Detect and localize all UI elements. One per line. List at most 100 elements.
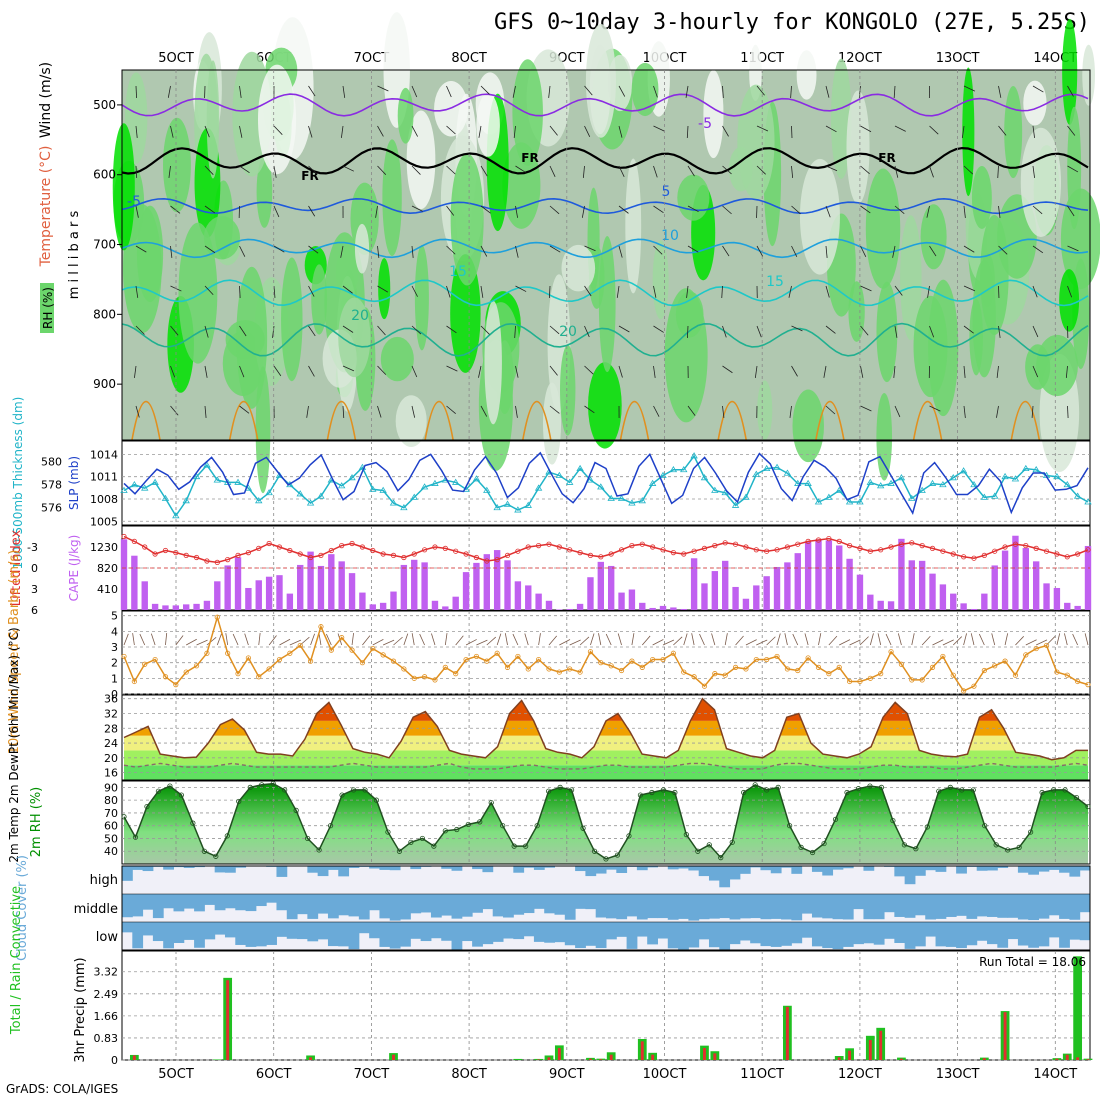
rh-line-marker <box>982 823 988 829</box>
wind-barb <box>170 245 173 258</box>
cloud-bar-low <box>1007 922 1019 940</box>
cloud-bar-low <box>389 922 401 949</box>
top-date-label: 13OCT <box>936 51 980 66</box>
wind-speed-line-marker <box>577 669 583 675</box>
temperature-contour <box>121 197 1089 215</box>
cloud-bar-low <box>811 922 823 947</box>
wind-barb <box>515 285 527 292</box>
rh-shading <box>255 366 271 494</box>
wind-barb <box>239 165 250 173</box>
temperature-contour-25 <box>912 401 943 441</box>
thickness-tick-label: 576 <box>41 502 62 515</box>
wind-barb <box>549 325 560 335</box>
wind-barb <box>382 639 395 646</box>
wind-barb <box>894 285 903 296</box>
rh-line-marker <box>270 780 276 787</box>
wind-speed-line-marker <box>380 652 386 658</box>
cloud-bar-low <box>245 922 257 947</box>
wind-barb <box>239 405 250 414</box>
cape-bar <box>493 550 501 610</box>
cloud-bar-middle <box>183 894 195 909</box>
wind-speed-line-marker <box>815 664 822 670</box>
wind-speed-line-marker <box>473 653 480 660</box>
wind-barb <box>963 205 966 218</box>
cloud-bar-middle <box>1017 894 1029 920</box>
lifted-index-line-marker <box>1085 547 1091 553</box>
thickness-line-marker <box>700 474 709 481</box>
wind-barb <box>791 205 801 215</box>
lifted-index-line-marker <box>805 538 811 545</box>
li-tick-label: 0 <box>31 562 38 575</box>
cloud-bar-low <box>657 922 669 939</box>
contour-label: -5 <box>698 116 712 132</box>
lifted-index-line-marker <box>1033 545 1039 552</box>
wind-barb <box>204 245 216 254</box>
wind-barb <box>617 633 622 646</box>
thickness-line-marker <box>120 486 128 493</box>
wind-barb <box>1067 285 1073 298</box>
wind-barb <box>150 633 156 646</box>
lifted-index-line-marker <box>618 547 625 553</box>
wind-speed-line-marker <box>919 677 925 683</box>
wind-barb <box>342 405 345 419</box>
cloud-bar-low <box>647 922 658 945</box>
rh-shading <box>598 236 616 373</box>
lifted-index-line-marker <box>629 542 635 549</box>
wind-barb <box>362 635 371 646</box>
wind-barb <box>239 285 241 299</box>
lifted-index-line-marker <box>992 548 998 554</box>
cloud-bar-high <box>348 866 360 868</box>
lifted-index-line-marker <box>722 540 728 546</box>
thickness-line-marker <box>472 475 481 482</box>
bottom-date-label: 14OCT <box>1033 1067 1077 1082</box>
wind-barb <box>444 633 448 646</box>
cloud-bar-low <box>122 922 133 933</box>
cloud-bar-low <box>369 922 380 939</box>
cloud-bar-middle <box>1028 894 1040 921</box>
cloud-bar-middle <box>760 894 772 920</box>
rh-line-marker <box>362 787 368 793</box>
thickness-line-marker <box>182 497 190 504</box>
pressure-tick-label: 900 <box>93 377 116 391</box>
wind-barb <box>754 365 758 378</box>
wind-barb <box>375 205 378 218</box>
rh-shading <box>962 67 975 197</box>
wind-barb <box>1032 125 1035 138</box>
wind-barb <box>926 205 930 218</box>
rh-shading <box>799 158 840 275</box>
cape-bar <box>172 605 180 610</box>
cloud-bar-high <box>163 866 174 870</box>
wind-barb <box>691 633 695 646</box>
cloud-bar-high <box>513 866 525 873</box>
cloud-bar-high <box>369 866 380 869</box>
wind-barb <box>480 245 488 257</box>
temperature-contour-25 <box>326 401 357 441</box>
wind-barb <box>653 125 665 132</box>
thickness-line-marker <box>431 479 439 486</box>
cloud-bar-high <box>1048 866 1060 870</box>
thickness-line-marker <box>317 492 325 499</box>
wind-barb <box>1031 405 1034 418</box>
lifted-index-line-marker <box>795 541 801 547</box>
lifted-index-line-marker <box>370 547 376 554</box>
precip-convective-bar <box>1065 1054 1069 1060</box>
wind-barb <box>504 633 508 646</box>
cloud-bar-middle <box>575 894 586 909</box>
rh-line-marker <box>144 803 150 810</box>
precip-convective-bar <box>785 1006 789 1060</box>
cloud-bar-middle <box>389 894 401 921</box>
wind-barb <box>791 165 794 178</box>
wind-barb <box>685 85 689 98</box>
wind-barb <box>653 405 660 417</box>
rh-shading <box>631 62 659 117</box>
temperature-frame <box>121 694 1091 781</box>
wind-speed-line-marker <box>411 675 417 681</box>
thickness-line-marker <box>918 486 926 493</box>
dewpoint-line <box>123 762 1089 770</box>
rh-line-marker <box>672 789 678 796</box>
bottom-date-label: 10OCT <box>643 1067 687 1082</box>
temperature-contour-25 <box>131 401 161 441</box>
cloud-bar-low <box>708 922 720 948</box>
wind-barb <box>446 165 456 175</box>
slp-thickness-panel: 1014 1011 1008 1005 580 578 576 1000-500mb Thic… <box>11 397 1092 569</box>
